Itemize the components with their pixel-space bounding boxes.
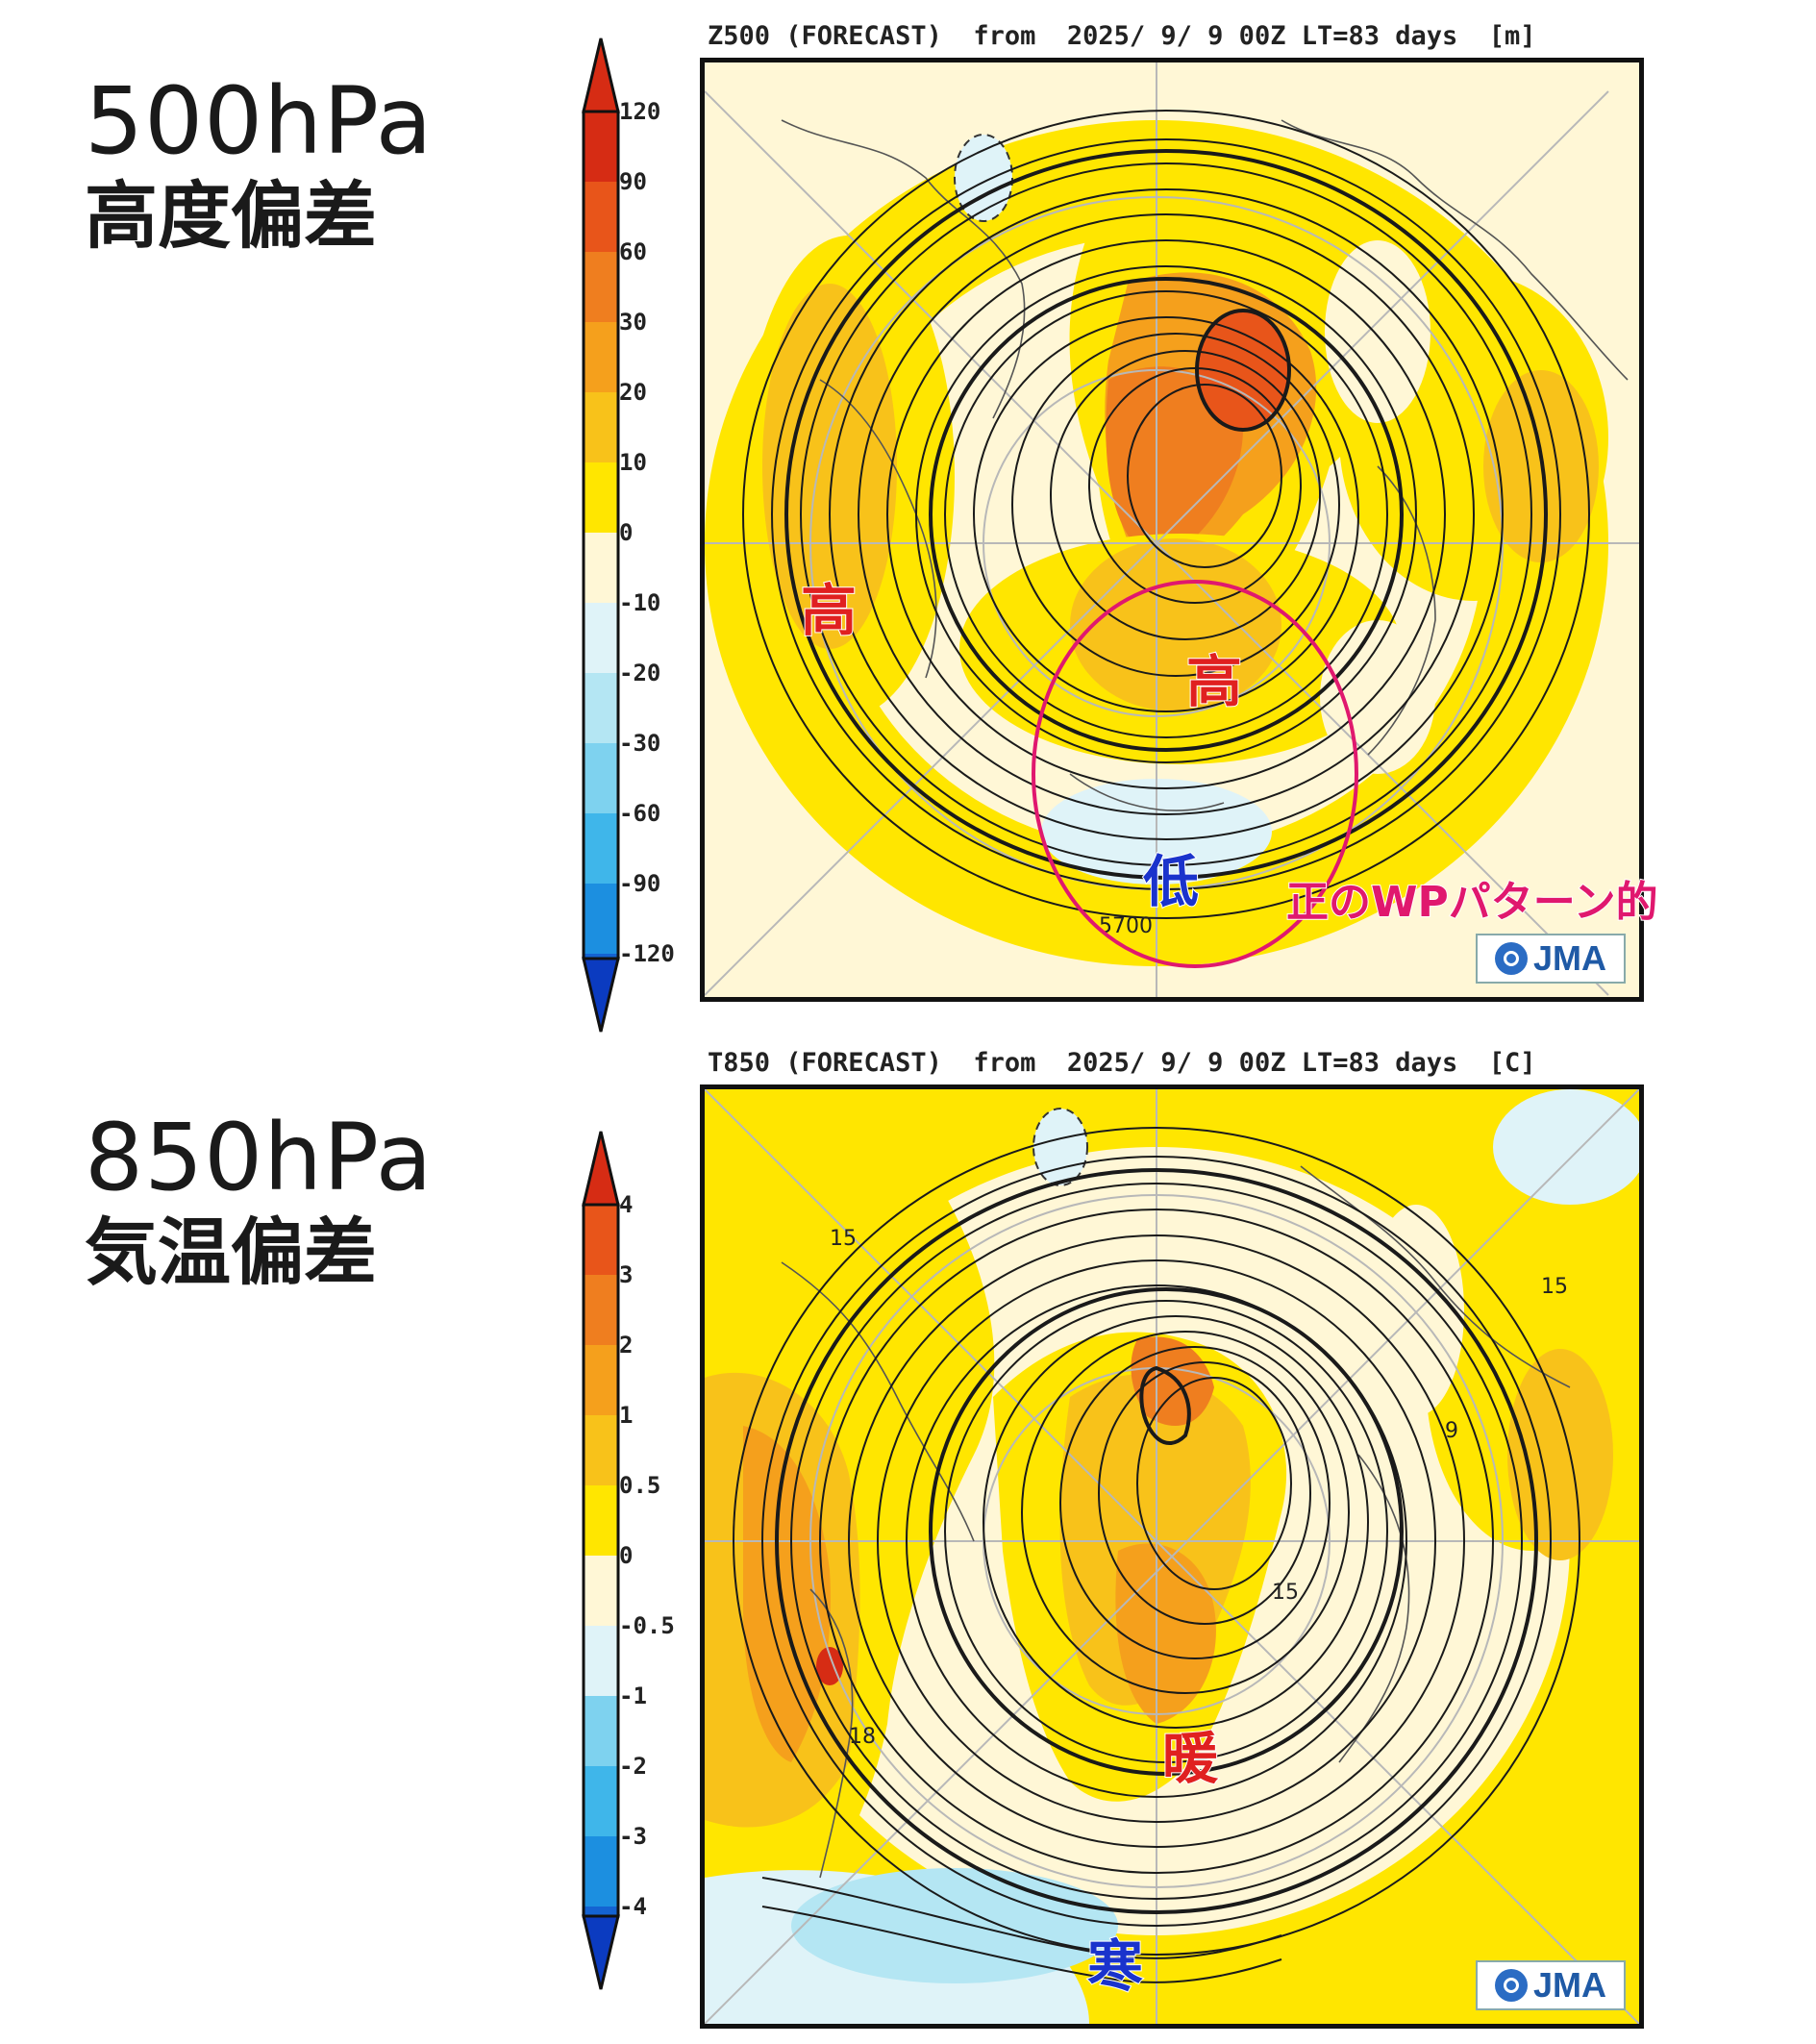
colorbar-tick: 2 (619, 1332, 634, 1359)
map-z500: 5700 JMA (700, 58, 1644, 1002)
colorbar-tick: -20 (619, 660, 661, 686)
colorbar-tick: -0.5 (619, 1612, 675, 1639)
contour-label: 15 (830, 1227, 857, 1251)
jma-logo-badge: JMA (1476, 934, 1626, 984)
annotation-warm: 暖 (1161, 1725, 1219, 1792)
colorbar-tick: -3 (619, 1823, 647, 1850)
colorbar-tick: 1 (619, 1402, 634, 1429)
colorbar-tick: -90 (619, 870, 661, 897)
colorbar-tick: -60 (619, 800, 661, 827)
contour-label: 15 (1541, 1275, 1568, 1299)
jma-emblem-icon (1494, 942, 1528, 975)
annotation-low-south: 低 (1142, 848, 1200, 915)
colorbar-z500-ramp (582, 37, 620, 1033)
colorbar-tick: -2 (619, 1753, 647, 1780)
level-label: 500hPa (85, 67, 434, 175)
colorbar-t850: 4 3 2 1 0.5 0 -0.5 -1 -2 -3 -4 (577, 1130, 731, 1995)
colorbar-tick: 60 (619, 238, 647, 265)
contour-label: 15 (1272, 1581, 1299, 1605)
annotation-cold: 寒 (1086, 1932, 1144, 2000)
map-header-t850: T850 (FORECAST) from 2025/ 9/ 9 00Z LT=8… (708, 1048, 1536, 1078)
colorbar-tick: -120 (619, 940, 675, 967)
colorbar-tick: 90 (619, 168, 647, 195)
annotation-high-west: 高 (800, 577, 858, 644)
annotation-high-japan: 高 (1185, 648, 1243, 715)
variable-label: 気温偏差 (85, 1209, 377, 1295)
colorbar-tick: -10 (619, 589, 661, 616)
colorbar-tick: 0 (619, 1542, 634, 1569)
colorbar-z500: 120 90 60 30 20 10 0 -10 -20 -30 -60 -90… (577, 37, 731, 1036)
colorbar-tick: 0.5 (619, 1472, 661, 1499)
colorbar-tick: -4 (619, 1893, 647, 1920)
colorbar-tick: 10 (619, 449, 647, 476)
jma-logo-text: JMA (1532, 1965, 1606, 2005)
colorbar-tick: 3 (619, 1261, 634, 1288)
colorbar-tick: 30 (619, 309, 647, 336)
side-title-850hpa: 850hPa 気温偏差 (85, 1106, 433, 1296)
z500-field: 5700 (705, 62, 1639, 997)
colorbar-t850-ramp (582, 1131, 620, 1990)
contour-label: 9 (1445, 1419, 1458, 1443)
colorbar-tick: 120 (619, 98, 661, 125)
colorbar-tick: 20 (619, 379, 647, 406)
map-header-z500: Z500 (FORECAST) from 2025/ 9/ 9 00Z LT=8… (708, 21, 1536, 51)
jma-logo-badge: JMA (1476, 1960, 1626, 2010)
jma-logo-text: JMA (1532, 938, 1606, 978)
jma-emblem-icon (1494, 1969, 1528, 2002)
colorbar-tick: 4 (619, 1191, 634, 1218)
contour-label: 18 (849, 1725, 876, 1749)
wp-pattern-note: 正のWPパターン的 (1285, 877, 1659, 928)
map-t850: 15 15 9 15 18 JMA (700, 1084, 1644, 2029)
t850-field: 15 15 9 15 18 (705, 1089, 1639, 2024)
colorbar-tick: -1 (619, 1683, 647, 1709)
variable-label: 高度偏差 (85, 173, 377, 259)
level-label: 850hPa (85, 1104, 434, 1211)
colorbar-tick: 0 (619, 519, 634, 546)
side-title-500hpa: 500hPa 高度偏差 (85, 69, 433, 260)
colorbar-tick: -30 (619, 730, 661, 757)
